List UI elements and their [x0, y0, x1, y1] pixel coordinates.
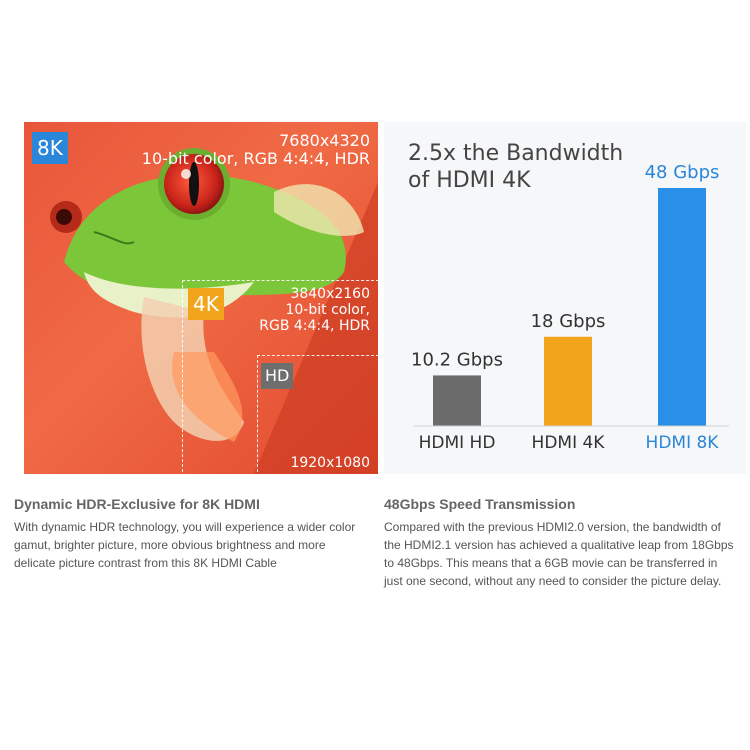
value-label-1: 18 Gbps — [531, 311, 606, 332]
chart-title: 2.5x the Bandwidth of HDMI 4K — [408, 141, 624, 193]
category-label-1: HDMI 4K — [532, 433, 606, 453]
speed-caption: 48Gbps Speed Transmission Compared with … — [384, 496, 739, 590]
bandwidth-bar-chart: 10.2 Gbps HDMI HD 18 Gbps HDMI 4K 48 Gbps HDM… — [411, 162, 729, 453]
4k-region-outline — [182, 280, 378, 474]
badge-4k: 4K — [188, 288, 224, 320]
hdr-caption-body: With dynamic HDR technology, you will ex… — [14, 520, 356, 570]
value-label-0: 10.2 Gbps — [411, 349, 503, 370]
hdr-caption-title: Dynamic HDR-Exclusive for 8K HDMI — [14, 496, 260, 512]
hd-region-outline — [257, 355, 378, 474]
hdr-caption: Dynamic HDR-Exclusive for 8K HDMI With d… — [14, 496, 370, 572]
bandwidth-chart-panel: 2.5x the Bandwidth of HDMI 4K 10.2 Gbps H… — [384, 122, 746, 474]
resolution-8k-text: 7680x4320 10-bit color, RGB 4:4:4, HDR — [141, 131, 370, 168]
badge-hd: HD — [261, 363, 294, 389]
resolution-hd-text: 1920x1080 — [290, 455, 370, 471]
category-label-2: HDMI 8K — [646, 433, 720, 453]
bar-hdmi-4k — [544, 336, 592, 426]
frog-illustration — [50, 148, 378, 474]
speed-caption-body: Compared with the previous HDMI2.0 versi… — [384, 520, 734, 588]
category-label-0: HDMI HD — [419, 433, 496, 453]
value-label-2: 48 Gbps — [645, 162, 720, 183]
bar-hdmi-8k — [658, 188, 706, 426]
speed-caption-title: 48Gbps Speed Transmission — [384, 496, 576, 512]
bar-hdmi-hd — [433, 375, 481, 426]
frog-resolution-image: 8K 7680x4320 10-bit color, RGB 4:4:4, HD… — [24, 122, 378, 474]
resolution-4k-text: 3840x2160 10-bit color, RGB 4:4:4, HDR — [259, 286, 370, 334]
badge-8k: 8K — [32, 132, 68, 164]
